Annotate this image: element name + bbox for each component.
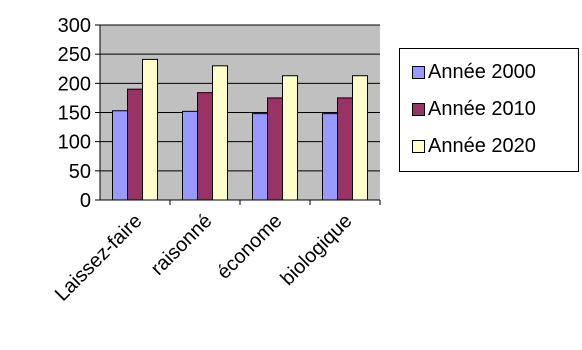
- bar: [127, 88, 143, 201]
- legend: Année 2000 Année 2010 Année 2020: [399, 48, 579, 172]
- bar: [282, 75, 298, 201]
- legend-item-annee-2000: Année 2000: [412, 62, 536, 82]
- bar: [197, 92, 213, 201]
- legend-swatch-annee-2000: [412, 65, 425, 79]
- y-tick-label: 250: [58, 44, 91, 66]
- y-tick-label: 50: [69, 161, 91, 183]
- x-tick-label: économe: [213, 210, 287, 284]
- bar: [252, 113, 268, 201]
- bar: [182, 110, 198, 201]
- bar: [142, 58, 158, 201]
- legend-item-annee-2020: Année 2020: [412, 136, 536, 156]
- legend-swatch-annee-2020: [412, 139, 425, 153]
- legend-label-annee-2010: Année 2010: [428, 98, 536, 120]
- bar: [267, 97, 283, 201]
- bar: [112, 110, 128, 201]
- bar: [352, 75, 368, 201]
- legend-label-annee-2020: Année 2020: [428, 135, 536, 157]
- bar: [337, 97, 353, 201]
- x-tick-label: raisonné: [147, 210, 217, 280]
- y-tick-label: 300: [58, 15, 91, 37]
- legend-item-annee-2010: Année 2010: [412, 99, 536, 119]
- legend-label-annee-2000: Année 2000: [428, 61, 536, 83]
- y-tick-label: 150: [58, 103, 91, 125]
- bar: [212, 65, 228, 201]
- bar: [322, 113, 338, 201]
- x-tick-label: biologique: [276, 210, 356, 290]
- y-tick-label: 100: [58, 132, 91, 154]
- legend-swatch-annee-2010: [412, 102, 425, 116]
- y-tick-label: 0: [80, 190, 91, 212]
- y-tick-label: 200: [58, 73, 91, 95]
- x-tick-label: Laissez-faire: [51, 210, 147, 306]
